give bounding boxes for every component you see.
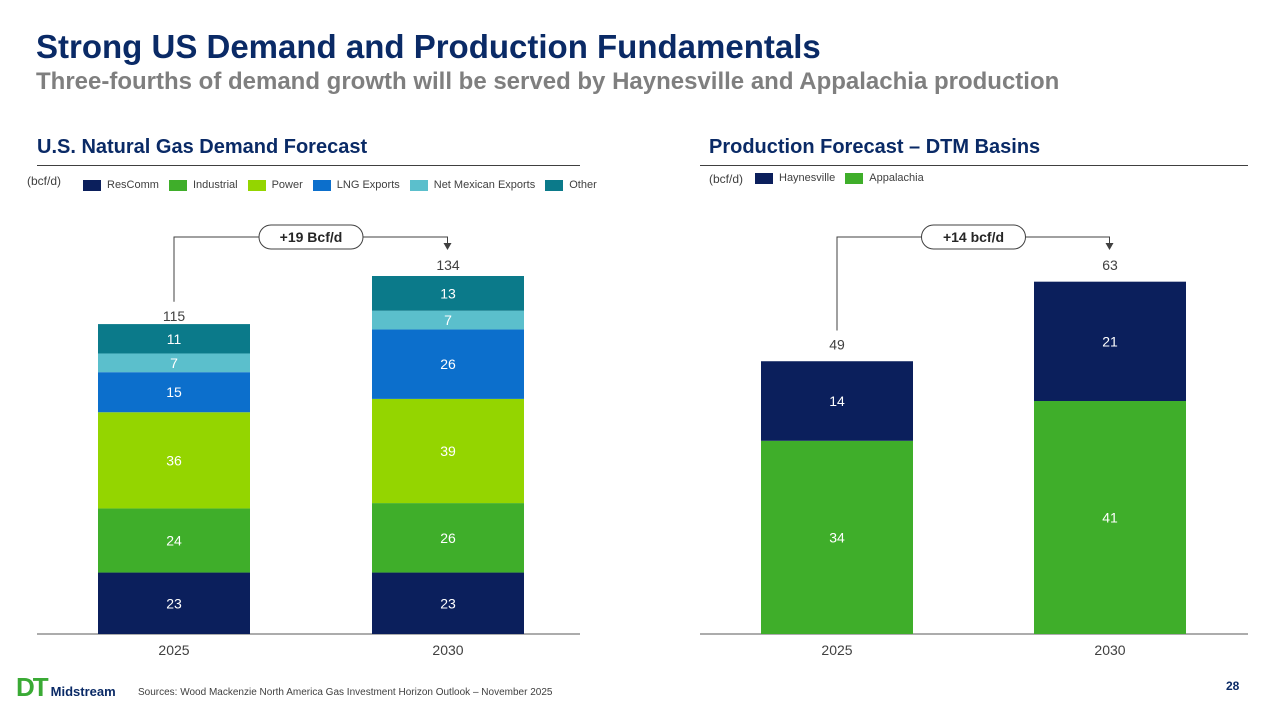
legend-label-power: Power [271,179,303,191]
legend-item-other: Other [545,179,597,191]
demand-growth-arrowhead [443,243,452,250]
legend-swatch-other [545,179,564,191]
logo-mark: DT [16,672,49,702]
demand-data-label-power-2030: 39 [440,443,456,459]
demand-chart-title: U.S. Natural Gas Demand Forecast [37,136,368,158]
production-x-tick-2025: 2025 [821,642,852,658]
demand-bar-rescomm-2030 [372,572,524,634]
legend-item-appalachia: Appalachia [845,172,924,184]
production-bar-appalachia-2025 [761,440,913,634]
legend-label-rescomm: ResComm [107,179,159,191]
legend-label-industrial: Industrial [192,179,238,191]
demand-data-label-industrial-2025: 24 [166,532,182,548]
production-bar-haynesville-2025 [761,361,913,441]
legend-swatch-rescomm [83,179,101,191]
legend-label-net-mexican-exports: Net Mexican Exports [433,179,536,191]
legend-item-haynesville: Haynesville [755,172,835,184]
demand-total-label-2030: 134 [436,257,460,273]
logo-text: Midstream [50,684,116,699]
production-legend: Haynesville Appalachia [755,172,934,184]
demand-data-label-lng-exports-2025: 15 [166,384,182,400]
demand-data-label-net-mexican-exports-2030: 7 [444,312,452,328]
legend-item-rescomm: ResComm [83,179,159,191]
source-note: Sources: Wood Mackenzie North America Ga… [138,687,553,698]
production-total-label-2025: 49 [829,337,845,353]
production-data-label-appalachia-2025: 34 [829,529,845,545]
demand-title-rule [37,165,580,166]
legend-swatch-net-mexican-exports [409,179,428,191]
legend-swatch-power [247,179,266,191]
legend-swatch-industrial [168,179,187,191]
demand-bar-lng-exports-2030 [372,329,524,399]
page-number: 28 [1226,679,1240,693]
demand-bar-industrial-2025 [98,508,250,573]
production-bar-appalachia-2030 [1034,401,1186,634]
slide-title: Strong US Demand and Production Fundamen… [36,28,821,65]
demand-total-label-2025: 115 [163,308,186,324]
legend-label-other: Other [569,179,597,191]
demand-bar-rescomm-2025 [98,572,250,634]
production-bar-haynesville-2030 [1034,281,1186,402]
demand-legend: ResComm Industrial Power LNG Exports Net Mex… [83,179,607,191]
demand-data-label-other-2025: 11 [167,331,182,347]
demand-data-label-power-2025: 36 [166,452,182,468]
demand-bar-other-2025 [98,324,250,354]
legend-swatch-haynesville [755,172,773,184]
demand-bar-power-2030 [372,398,524,504]
demand-bar-other-2030 [372,276,524,311]
demand-bar-net-mexican-exports-2030 [372,310,524,330]
dt-midstream-logo: DT Midstream [16,674,116,700]
production-data-label-haynesville-2030: 21 [1102,333,1118,349]
production-chart-title: Production Forecast – DTM Basins [709,136,1041,158]
demand-growth-annotation: +19 Bcf/d [280,229,343,245]
demand-data-label-lng-exports-2030: 26 [440,356,456,372]
production-data-label-haynesville-2025: 14 [829,393,845,409]
demand-data-label-rescomm-2030: 23 [440,595,456,611]
legend-item-lng-exports: LNG Exports [312,179,400,191]
production-data-label-appalachia-2030: 41 [1102,510,1118,526]
slide-subtitle: Three-fourths of demand growth will be s… [36,68,1060,95]
legend-item-power: Power [247,179,303,191]
legend-item-industrial: Industrial [168,179,238,191]
demand-data-label-other-2030: 13 [440,285,456,301]
legend-label-haynesville: Haynesville [779,172,836,184]
production-total-label-2030: 63 [1102,257,1118,273]
demand-growth-pill [258,224,364,250]
production-growth-arrowhead [1105,243,1114,250]
demand-bar-industrial-2030 [372,503,524,573]
demand-bar-net-mexican-exports-2025 [98,353,250,373]
demand-x-tick-2025: 2025 [158,642,189,658]
legend-swatch-lng-exports [312,179,331,191]
demand-data-label-net-mexican-exports-2025: 7 [170,355,178,371]
production-unit-label: (bcf/d) [709,172,744,186]
production-title-rule [700,165,1248,166]
legend-swatch-appalachia [845,172,864,184]
legend-label-appalachia: Appalachia [869,172,924,184]
demand-bar-lng-exports-2025 [98,372,250,413]
demand-data-label-industrial-2030: 26 [440,530,456,546]
production-x-tick-2030: 2030 [1094,642,1125,658]
demand-x-tick-2030: 2030 [432,642,463,658]
demand-unit-label: (bcf/d) [27,174,62,188]
legend-item-net-mexican-exports: Net Mexican Exports [409,179,536,191]
legend-label-lng-exports: LNG Exports [336,179,400,191]
demand-data-label-rescomm-2025: 23 [166,595,182,611]
production-growth-pill [921,224,1026,250]
demand-bar-power-2025 [98,412,250,509]
production-growth-annotation: +14 bcf/d [943,229,1004,245]
